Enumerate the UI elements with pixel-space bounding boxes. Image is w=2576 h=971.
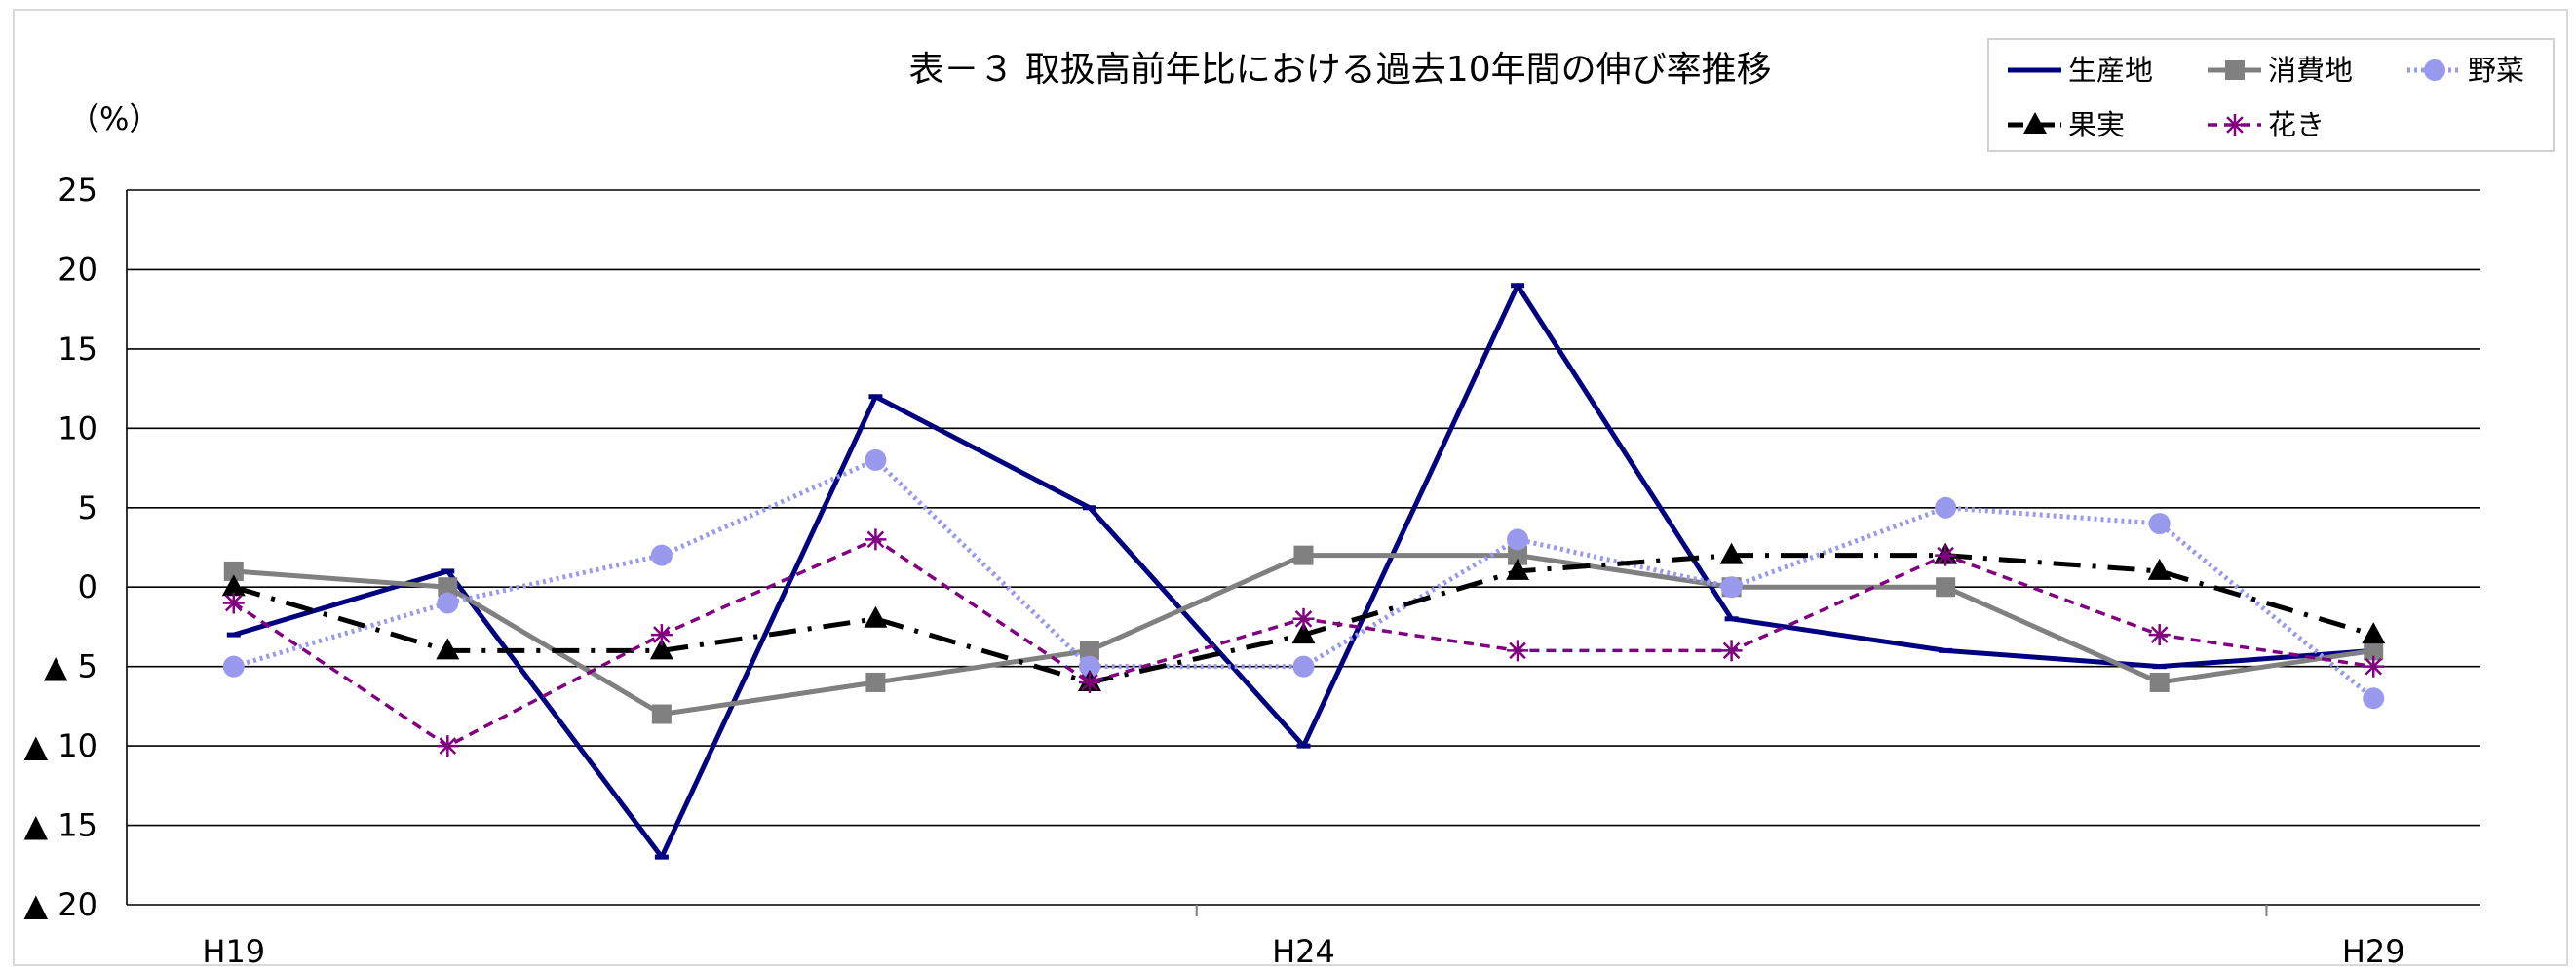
series-3 [222, 448, 2385, 710]
data-point-series-2 [1508, 545, 1528, 565]
data-point-series-4 [221, 574, 246, 597]
data-point-series-2 [438, 577, 458, 598]
data-point-legend-marker-4 [2023, 112, 2047, 134]
y-tick-label: 15 [58, 330, 97, 368]
data-point-series-3 [1935, 496, 1957, 519]
series-4 [221, 542, 2386, 691]
y-tick-label: 10 [58, 409, 97, 447]
data-point-series-4 [2362, 622, 2386, 644]
data-point-series-4 [649, 638, 673, 660]
y-tick-label: ▲ 10 [24, 727, 98, 764]
x-tick-label: H19 [202, 933, 265, 970]
data-point-series-2 [1293, 545, 1314, 565]
legend-box [1987, 38, 2555, 152]
data-point-series-3 [222, 655, 245, 678]
data-point-series-5 [1292, 607, 1315, 630]
y-tick-label: ▲ 15 [24, 807, 98, 844]
data-point-series-2 [223, 561, 244, 581]
data-point-series-2 [2149, 672, 2170, 692]
series-layer [221, 283, 2386, 860]
data-point-series-5 [2148, 624, 2171, 646]
series-5 [222, 528, 2385, 757]
data-point-series-2 [651, 704, 672, 724]
legend-entry-1: 生産地 [2008, 54, 2153, 87]
legend-entry-2: 消費地 [2208, 54, 2353, 87]
data-point-legend-marker-3 [2424, 59, 2445, 81]
chart-area-border [13, 9, 2568, 966]
legend-label: 消費地 [2268, 54, 2353, 87]
legend-entry-5: 花き [2208, 108, 2325, 141]
data-point-series-3 [865, 448, 887, 471]
data-point-series-5 [437, 735, 459, 757]
data-point-series-3 [437, 592, 459, 614]
legend-label: 生産地 [2068, 54, 2153, 87]
legend-entry-4: 果実 [2008, 108, 2125, 141]
data-point-legend-marker-2 [2225, 60, 2245, 80]
y-tick-label: 20 [58, 251, 97, 288]
data-point-series-4 [1291, 622, 1316, 644]
data-point-series-2 [865, 672, 886, 692]
data-point-series-5 [1078, 671, 1100, 693]
data-point-series-3 [1292, 655, 1315, 678]
x-tick-label: H24 [1272, 933, 1335, 970]
data-point-series-5 [222, 592, 245, 614]
legend-entry-3: 野菜 [2407, 54, 2524, 87]
y-tick-label: 0 [78, 568, 97, 605]
data-point-series-3 [2148, 513, 2171, 535]
axes: 25 20 15 10 5 0 ▲ 5 ▲ 10 ▲ 15 ▲ 20 H19 H24 H29 [24, 172, 2405, 970]
data-point-series-3 [1078, 655, 1100, 678]
data-point-series-3 [1507, 528, 1529, 551]
data-point-legend-marker-5 [2224, 114, 2246, 136]
y-axis-unit-label: （%） [68, 100, 160, 137]
y-tick-label: ▲ 20 [24, 886, 98, 923]
data-point-series-4 [2147, 558, 2172, 580]
data-point-series-2 [2364, 641, 2384, 661]
data-point-series-3 [1720, 576, 1743, 599]
data-point-series-2 [1936, 577, 1956, 598]
data-point-series-5 [865, 528, 887, 551]
data-point-series-5 [650, 624, 673, 646]
legend-label: 花き [2268, 108, 2325, 141]
data-point-series-5 [1720, 640, 1743, 662]
x-tick-label: H29 [2342, 933, 2405, 970]
data-point-series-5 [2363, 655, 2385, 678]
data-point-series-4 [1719, 542, 1744, 564]
data-point-series-4 [1506, 558, 1530, 580]
y-tick-label: 25 [58, 172, 97, 209]
data-point-series-3 [650, 544, 673, 566]
data-point-series-5 [1507, 640, 1529, 662]
data-point-series-4 [864, 605, 888, 628]
data-point-series-4 [436, 638, 460, 660]
data-point-series-5 [1935, 544, 1957, 566]
chart-title: 表－３ 取扱高前年比における過去10年間の伸び率推移 [908, 50, 1771, 90]
data-point-series-2 [1079, 641, 1099, 661]
data-point-series-3 [2363, 687, 2385, 710]
y-tick-label: ▲ 5 [44, 648, 97, 685]
legend-label: 果実 [2068, 108, 2125, 141]
legend-label: 野菜 [2468, 54, 2524, 87]
y-tick-label: 5 [78, 489, 97, 526]
